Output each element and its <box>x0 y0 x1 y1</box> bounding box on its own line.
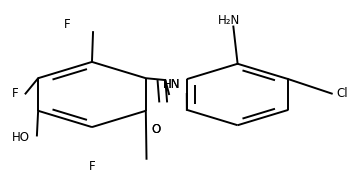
Text: O: O <box>151 123 160 136</box>
Text: Cl: Cl <box>337 87 348 100</box>
Text: HN: HN <box>163 78 180 91</box>
Text: HN: HN <box>163 78 180 91</box>
Text: F: F <box>89 160 95 173</box>
Text: F: F <box>64 18 71 31</box>
Text: O: O <box>151 123 160 136</box>
Text: HO: HO <box>12 131 30 144</box>
Text: F: F <box>12 87 19 100</box>
Text: H₂N: H₂N <box>218 13 240 26</box>
